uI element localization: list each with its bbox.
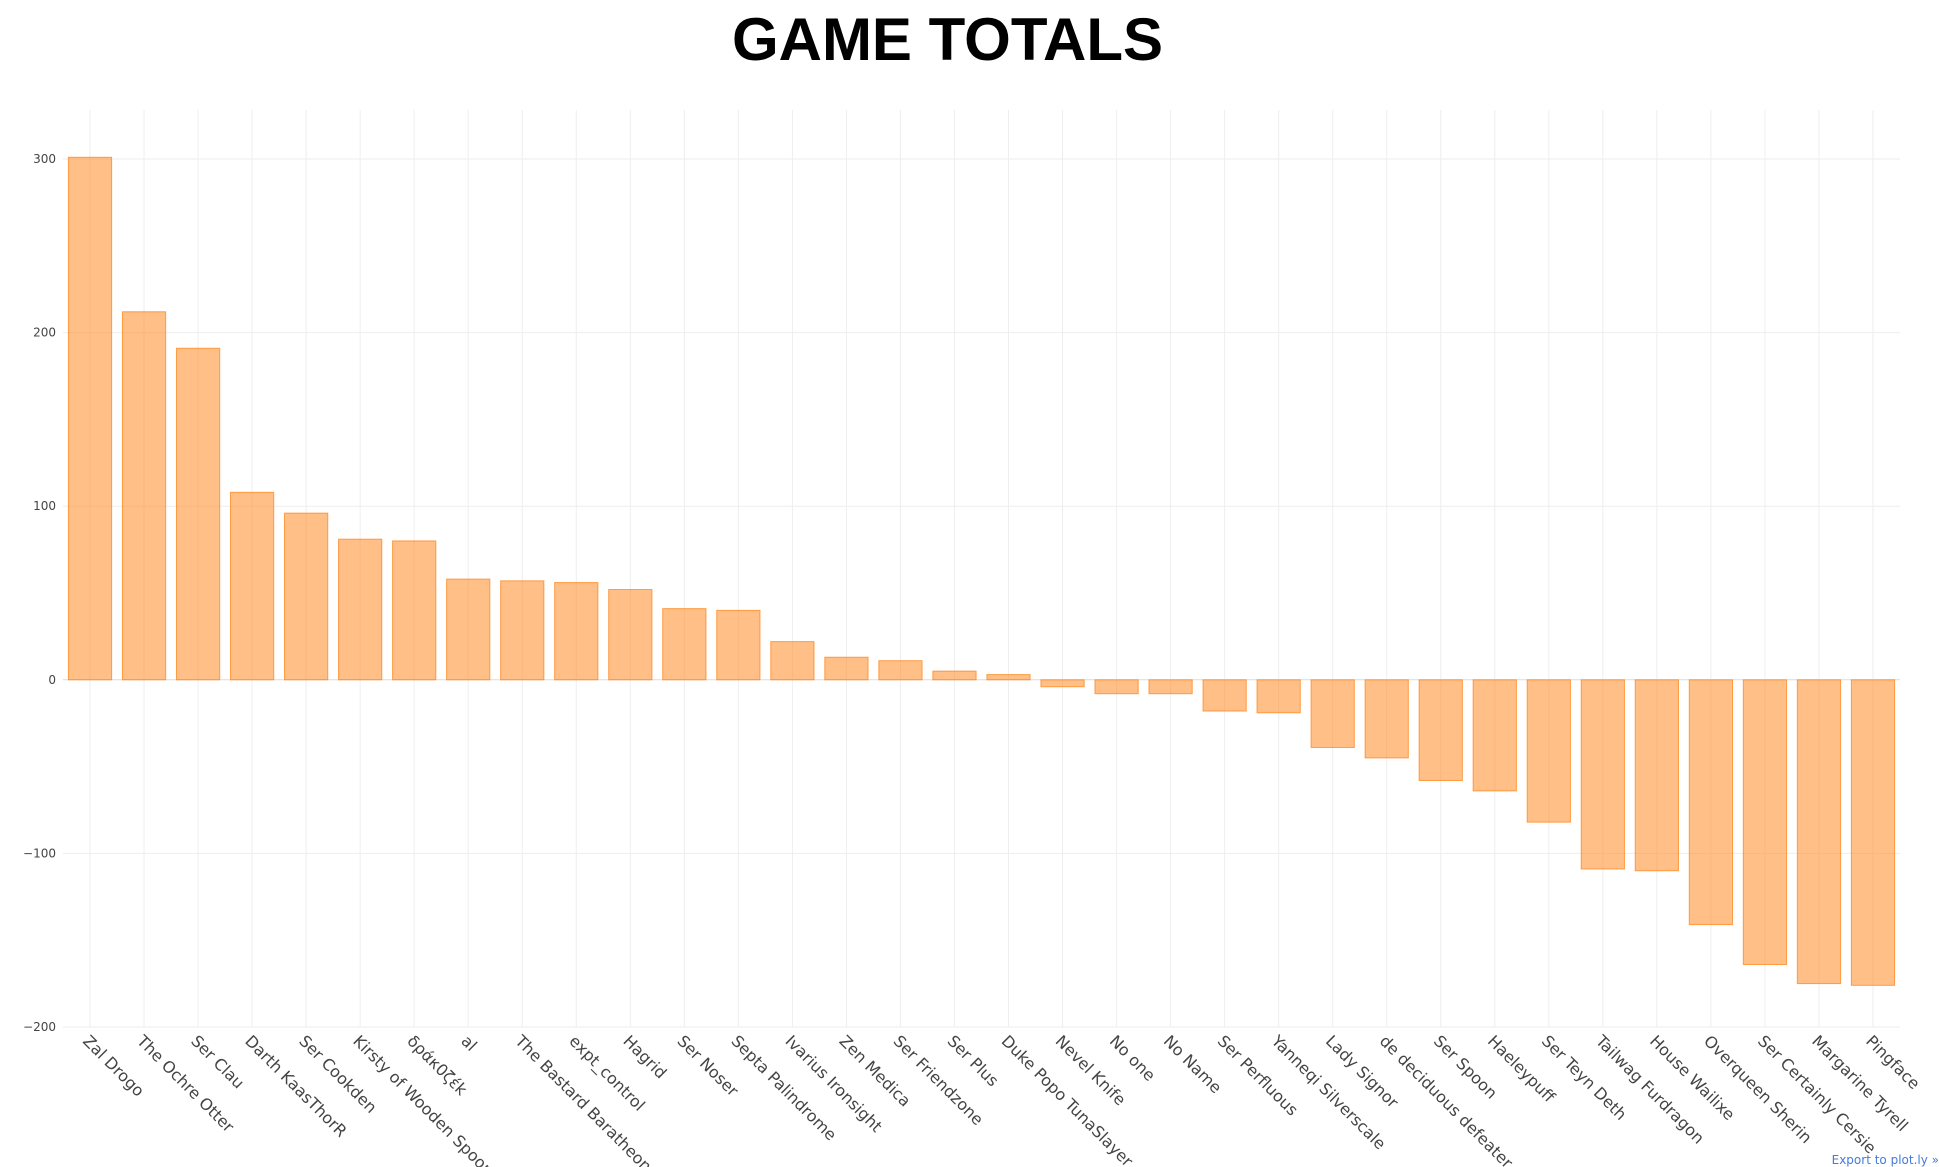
bar[interactable] <box>175 347 221 681</box>
bar[interactable] <box>1472 679 1517 792</box>
bar[interactable] <box>770 641 815 681</box>
bar[interactable] <box>121 311 167 681</box>
x-tick-label: Ivarius Ironsight <box>782 1031 887 1136</box>
bar[interactable] <box>1526 679 1571 823</box>
y-tick-label: −100 <box>23 846 56 860</box>
y-tick-label: 0 <box>48 673 56 687</box>
bar[interactable] <box>878 660 923 681</box>
y-tick-label: 200 <box>33 326 56 340</box>
bar[interactable] <box>662 608 707 681</box>
export-to-plotly-link[interactable]: Export to plot.ly » <box>1831 1153 1939 1167</box>
bar[interactable] <box>716 609 761 681</box>
bar[interactable] <box>1580 679 1625 870</box>
y-axis-tick-labels: 300 200 100 0 −100 −200 <box>23 152 56 1034</box>
x-tick-label: al <box>457 1031 481 1055</box>
bar[interactable] <box>1310 679 1355 749</box>
bar[interactable] <box>1418 679 1463 781</box>
x-tick-label: Septa Palindrome <box>728 1031 841 1144</box>
bar[interactable] <box>229 491 275 681</box>
x-tick-label: Margarine Tyrell <box>1808 1031 1912 1135</box>
bar[interactable] <box>1364 679 1409 759</box>
bar[interactable] <box>554 582 599 681</box>
chart-title: GAME TOTALS <box>731 6 1164 73</box>
bar[interactable] <box>1094 679 1139 695</box>
y-tick-label: 300 <box>33 152 56 166</box>
x-tick-label: Hagrid <box>619 1031 670 1082</box>
bar[interactable] <box>1742 679 1788 966</box>
bar[interactable] <box>338 538 383 681</box>
x-tick-label: No Name <box>1160 1031 1226 1097</box>
bar[interactable] <box>1040 679 1085 688</box>
x-tick-label: No one <box>1106 1031 1159 1084</box>
bar[interactable] <box>392 540 437 681</box>
x-tick-label: The Ochre Otter <box>133 1031 239 1137</box>
bar[interactable] <box>284 512 329 681</box>
bar[interactable] <box>1634 679 1679 872</box>
bar[interactable] <box>608 589 653 681</box>
bar[interactable] <box>986 674 1031 681</box>
bar[interactable] <box>1850 679 1896 986</box>
bar[interactable] <box>1688 679 1734 926</box>
bar[interactable] <box>1796 679 1842 985</box>
bar[interactable] <box>932 670 977 681</box>
bar[interactable] <box>1148 679 1193 695</box>
y-tick-label: 100 <box>33 499 56 513</box>
y-tick-label: −200 <box>23 1020 56 1034</box>
bar[interactable] <box>824 656 869 681</box>
bar[interactable] <box>446 578 491 681</box>
bar[interactable] <box>67 156 113 681</box>
bar[interactable] <box>1256 679 1301 714</box>
x-tick-label: Darth KaasThorR <box>241 1031 350 1140</box>
bar[interactable] <box>1202 679 1247 712</box>
bar[interactable] <box>500 580 545 681</box>
bars <box>67 156 1896 986</box>
